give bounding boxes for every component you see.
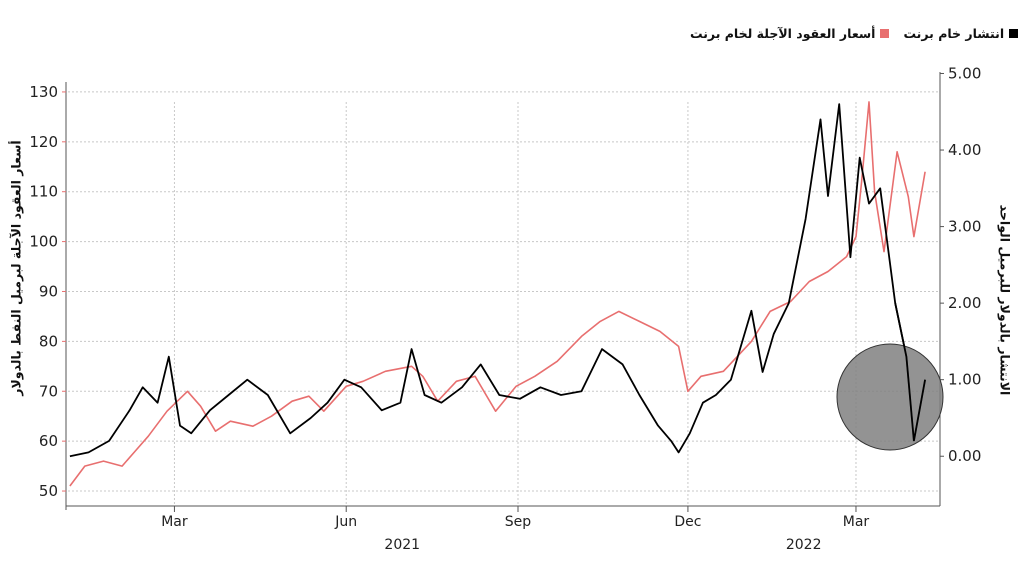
x-tick-label: Dec — [674, 514, 701, 530]
legend-item-futures: أسعار العقود الآجلة لخام برنت — [690, 26, 890, 41]
x-tick-label: Sep — [505, 514, 532, 530]
right-tick-label: 4.00 — [948, 141, 981, 159]
futures-line — [69, 101, 926, 487]
left-tick-label: 130 — [29, 83, 58, 101]
legend-swatch-spread — [1009, 29, 1019, 38]
left-tick-label: 70 — [39, 382, 58, 400]
left-tick-label: 60 — [39, 432, 58, 450]
left-tick-label: 90 — [39, 282, 58, 300]
left-tick-label: 80 — [39, 332, 58, 350]
left-axis-label: أسعار العقود الآجلة لبرميل النفط بالدولا… — [8, 140, 24, 396]
left-tick-label: 110 — [29, 183, 58, 201]
x-tick-label: Jun — [334, 514, 357, 530]
left-tick-label: 100 — [29, 233, 58, 251]
legend-swatch-futures — [880, 29, 890, 38]
right-tick-label: 2.00 — [948, 294, 981, 312]
right-tick-label: 3.00 — [948, 218, 981, 236]
x-year-label: 2021 — [384, 537, 420, 553]
right-tick-label: 0.00 — [948, 447, 981, 465]
right-tick-label: 5.00 — [948, 64, 981, 82]
left-tick-label: 120 — [29, 133, 58, 151]
left-tick-label: 50 — [39, 482, 58, 500]
legend-label-spread: انتشار خام برنت — [903, 26, 1005, 41]
x-tick-label: Mar — [161, 514, 188, 530]
legend: انتشار خام برنت أسعار العقود الآجلة لخام… — [690, 26, 1019, 41]
right-axis-label: الانتشار بالدولار للبرميل الواحد — [997, 204, 1013, 396]
x-year-label: 2022 — [786, 537, 822, 553]
spread-line — [69, 103, 926, 458]
legend-label-futures: أسعار العقود الآجلة لخام برنت — [690, 26, 876, 41]
legend-item-spread: انتشار خام برنت — [903, 26, 1019, 41]
x-tick-label: Mar — [843, 514, 870, 530]
highlight-circle — [836, 343, 944, 451]
spread-line-recent — [894, 302, 926, 442]
right-tick-label: 1.00 — [948, 371, 981, 389]
